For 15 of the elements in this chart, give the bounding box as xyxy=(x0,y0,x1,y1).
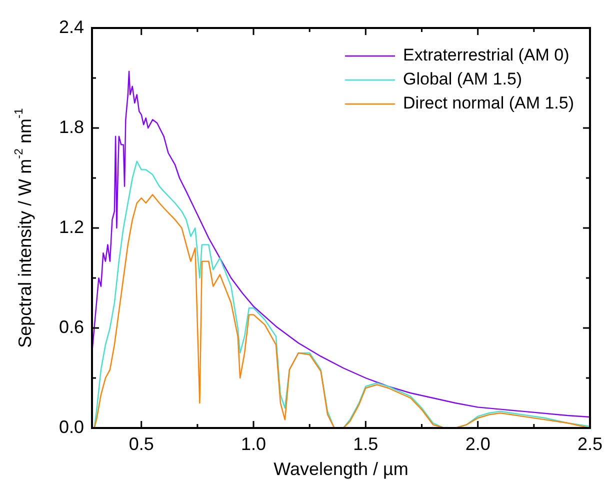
y-tick-label: 2.4 xyxy=(58,16,84,37)
x-axis-title: Wavelength / µm xyxy=(274,458,408,479)
y-tick-label: 0.6 xyxy=(58,316,84,337)
y-axis-title: Sepctral intensity / W m-2 nm-1 xyxy=(12,108,35,348)
y-tick-label: 0.0 xyxy=(58,416,84,437)
legend-label: Extraterrestrial (AM 0) xyxy=(403,46,570,65)
y-tick-label: 1.2 xyxy=(58,216,84,237)
x-tick-label: 1.0 xyxy=(241,434,266,454)
x-tick-label: 2.5 xyxy=(577,434,603,454)
x-tick-label: 0.5 xyxy=(128,434,154,454)
legend-label: Direct normal (AM 1.5) xyxy=(403,94,574,113)
x-tick-label: 2.0 xyxy=(465,434,490,454)
x-tick-label: 1.5 xyxy=(353,434,378,454)
y-tick-label: 1.8 xyxy=(58,116,84,137)
legend-label: Global (AM 1.5) xyxy=(403,70,522,89)
